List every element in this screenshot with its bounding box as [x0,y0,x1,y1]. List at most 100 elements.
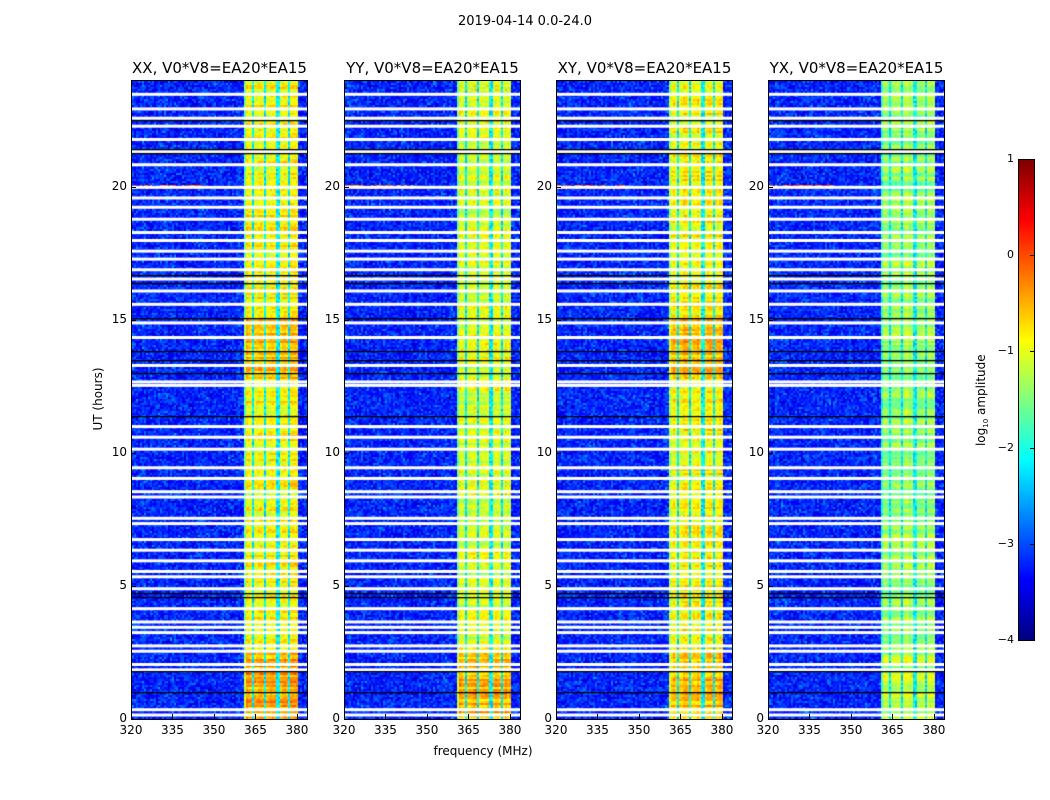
panel-title: YX, V0*V8=EA20*EA15 [769,59,944,77]
x-tick-label: 365 [881,723,904,737]
x-tick-mark [850,714,852,719]
y-tick-label: 0 [756,711,764,725]
colorbar-gradient [1019,160,1034,640]
y-tick-mark [556,319,561,321]
y-tick-label: 10 [748,444,764,459]
y-tick-mark [131,719,136,720]
x-tick-label: 320 [544,723,568,737]
y-tick-label: 20 [324,178,340,193]
y-tick-mark [768,186,773,188]
x-tick-label: 335 [798,723,821,737]
x-axis-label: frequency (MHz) [433,744,533,758]
colorbar-tick-mark [1030,255,1034,257]
spectrogram-panel [344,80,521,720]
colorbar-tick-mark [1030,640,1034,641]
y-tick-mark [344,452,349,454]
x-tick-label: 320 [756,723,780,737]
y-tick-label: 15 [324,311,340,326]
colorbar-tick-mark [1030,447,1034,449]
x-tick-label: 335 [161,723,184,737]
x-tick-mark [638,714,640,719]
x-tick-mark [721,714,723,719]
x-tick-mark [296,714,298,719]
y-tick-mark [768,319,773,321]
x-tick-mark [344,714,345,719]
y-tick-mark [344,186,349,188]
spectrogram-heatmap [132,81,307,719]
colorbar-tick-mark [1030,159,1034,160]
figure-title: 2019-04-14 0.0-24.0 [458,14,592,29]
y-tick-label: 15 [111,311,127,326]
x-tick-mark [556,714,557,719]
colorbar [1018,159,1035,641]
x-tick-mark [509,714,511,719]
x-tick-mark [172,714,174,719]
x-tick-label: 350 [415,723,439,737]
y-tick-mark [768,719,773,720]
y-tick-mark [556,719,561,720]
y-tick-mark [344,719,349,720]
y-tick-label: 10 [536,444,552,459]
x-tick-label: 365 [457,723,480,737]
x-tick-label: 335 [374,723,397,737]
x-tick-mark [933,714,935,719]
y-tick-mark [556,585,561,587]
y-tick-label: 5 [332,577,340,592]
x-tick-mark [892,714,894,719]
spectrogram-heatmap [345,81,520,719]
x-tick-mark [213,714,215,719]
y-tick-label: 10 [324,444,340,459]
y-tick-label: 0 [544,711,552,725]
y-tick-label: 0 [332,711,340,725]
x-tick-mark [597,714,599,719]
x-tick-label: 365 [669,723,692,737]
x-tick-mark [680,714,682,719]
colorbar-tick-mark [1030,543,1034,545]
colorbar-tick-label: −2 [997,440,1014,454]
y-tick-mark [344,319,349,321]
colorbar-tick-label: −3 [997,536,1014,550]
spectrogram-panel [556,80,733,720]
y-tick-label: 5 [756,577,764,592]
y-tick-mark [556,452,561,454]
y-tick-mark [131,585,136,587]
colorbar-tick-label: 1 [1007,152,1014,165]
x-tick-mark [255,714,257,719]
colorbar-tick-mark [1030,351,1034,353]
x-tick-label: 380 [498,723,522,737]
y-tick-label: 20 [111,178,127,193]
x-tick-label: 335 [586,723,609,737]
y-tick-label: 20 [748,178,764,193]
y-tick-mark [556,186,561,188]
spectrogram-panel [131,80,308,720]
colorbar-tick-label: −1 [997,344,1014,358]
x-tick-label: 380 [922,723,946,737]
x-tick-label: 350 [839,723,863,737]
panel-title: XY, V0*V8=EA20*EA15 [557,59,732,77]
panel-title: XX, V0*V8=EA20*EA15 [132,59,307,77]
y-tick-label: 0 [119,711,127,725]
x-tick-mark [131,714,132,719]
y-tick-label: 10 [111,444,127,459]
spectrogram-heatmap [769,81,944,719]
y-tick-mark [131,452,136,454]
y-tick-label: 5 [544,577,552,592]
x-tick-mark [809,714,811,719]
x-tick-mark [468,714,470,719]
y-tick-label: 20 [536,178,552,193]
x-tick-mark [426,714,428,719]
spectrogram-heatmap [557,81,732,719]
panel-title: YY, V0*V8=EA20*EA15 [346,59,519,77]
y-tick-mark [131,319,136,321]
x-tick-label: 380 [285,723,309,737]
x-tick-label: 350 [202,723,226,737]
x-tick-mark [385,714,387,719]
y-tick-mark [344,585,349,587]
colorbar-tick-label: −4 [997,633,1014,646]
x-tick-label: 320 [119,723,143,737]
y-tick-mark [768,585,773,587]
x-tick-label: 380 [710,723,734,737]
x-tick-mark [768,714,769,719]
spectrogram-panel [768,80,945,720]
